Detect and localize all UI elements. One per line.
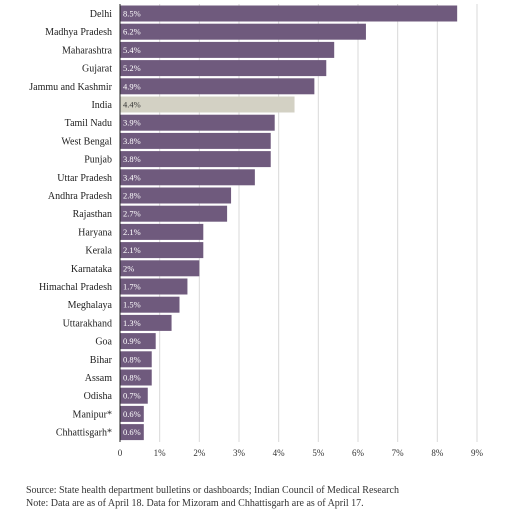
category-label: Tamil Nadu: [65, 118, 112, 129]
category-label: Uttar Pradesh: [57, 173, 112, 184]
value-label: 1.3%: [123, 318, 141, 328]
bar-chart: 0 1% 2% 3% 4% 5% 6% 7% 8% 9% Delhi 8.5% Madhya Prade…: [29, 4, 484, 458]
value-label: 2.7%: [123, 209, 141, 219]
category-label: Chhattisgarh*: [56, 428, 112, 439]
category-label: Bihar: [90, 355, 113, 366]
category-label: Maharashtra: [62, 45, 113, 56]
category-label: Karnataka: [71, 264, 113, 275]
value-label: 1.7%: [123, 282, 141, 292]
value-label: 3.4%: [123, 172, 141, 182]
value-label: 0.8%: [123, 373, 141, 383]
value-label: 5.4%: [123, 45, 141, 55]
x-tick-label: 3%: [233, 448, 246, 458]
category-label: Meghalaya: [68, 300, 113, 311]
category-label: Rajasthan: [73, 209, 112, 220]
bar: [120, 5, 458, 22]
value-label: 2%: [123, 263, 134, 273]
x-tick-label: 7%: [392, 448, 405, 458]
category-label: Himachal Pradesh: [39, 282, 112, 293]
bar: [120, 132, 271, 149]
value-label: 4.4%: [123, 100, 141, 110]
x-tick-label: 2%: [193, 448, 206, 458]
bar: [120, 169, 255, 186]
value-label: 0.8%: [123, 354, 141, 364]
bar: [120, 424, 144, 441]
value-label: 0.7%: [123, 391, 141, 401]
category-label: Gujarat: [82, 64, 112, 75]
bar: [120, 114, 275, 131]
bar: [120, 260, 200, 277]
value-label: 0.6%: [123, 427, 141, 437]
value-label: 1.5%: [123, 300, 141, 310]
data-note: Note: Data are as of April 18. Data for …: [26, 498, 364, 509]
bar: [120, 242, 204, 259]
value-label: 3.8%: [123, 136, 141, 146]
value-label: 6.2%: [123, 27, 141, 37]
value-label: 3.8%: [123, 154, 141, 164]
value-label: 0.9%: [123, 336, 141, 346]
x-tick-label: 0: [118, 448, 123, 458]
x-tick-label: 8%: [431, 448, 444, 458]
bar: [120, 96, 295, 113]
category-label: Punjab: [84, 155, 112, 166]
bar: [120, 387, 148, 404]
bar: [120, 23, 366, 40]
value-label: 8.5%: [123, 9, 141, 19]
category-label: Manipur*: [73, 409, 112, 420]
x-tick-label: 5%: [312, 448, 325, 458]
x-tick-label: 4%: [273, 448, 286, 458]
source-note: Source: State health department bulletin…: [26, 485, 399, 496]
bar: [120, 296, 180, 313]
value-label: 2.1%: [123, 227, 141, 237]
bar: [120, 78, 315, 95]
bar: [120, 41, 335, 58]
category-label: Assam: [85, 373, 112, 384]
x-tick-label: 1%: [154, 448, 167, 458]
bar: [120, 151, 271, 168]
bar: [120, 205, 228, 222]
value-label: 0.6%: [123, 409, 141, 419]
value-label: 3.9%: [123, 118, 141, 128]
x-tick-label: 9%: [471, 448, 484, 458]
category-label: Goa: [95, 337, 112, 348]
category-label: Odisha: [84, 391, 113, 402]
category-label: Kerala: [85, 246, 112, 257]
category-label: Jammu and Kashmir: [29, 82, 112, 93]
category-label: West Bengal: [61, 136, 112, 147]
bar: [120, 223, 204, 240]
x-tick-label: 6%: [352, 448, 365, 458]
category-label: Delhi: [90, 9, 112, 20]
category-label: India: [91, 100, 112, 111]
category-label: Haryana: [78, 227, 112, 238]
bar: [120, 351, 152, 368]
value-label: 2.8%: [123, 191, 141, 201]
bar: [120, 405, 144, 422]
bar: [120, 187, 232, 204]
category-label: Uttarakhand: [63, 318, 112, 329]
category-label: Andhra Pradesh: [48, 191, 112, 202]
value-label: 5.2%: [123, 63, 141, 73]
bar: [120, 333, 156, 350]
category-label: Madhya Pradesh: [45, 27, 112, 38]
bar: [120, 369, 152, 386]
value-label: 4.9%: [123, 81, 141, 91]
bar: [120, 314, 172, 331]
bar: [120, 278, 188, 295]
value-label: 2.1%: [123, 245, 141, 255]
bar: [120, 60, 327, 77]
